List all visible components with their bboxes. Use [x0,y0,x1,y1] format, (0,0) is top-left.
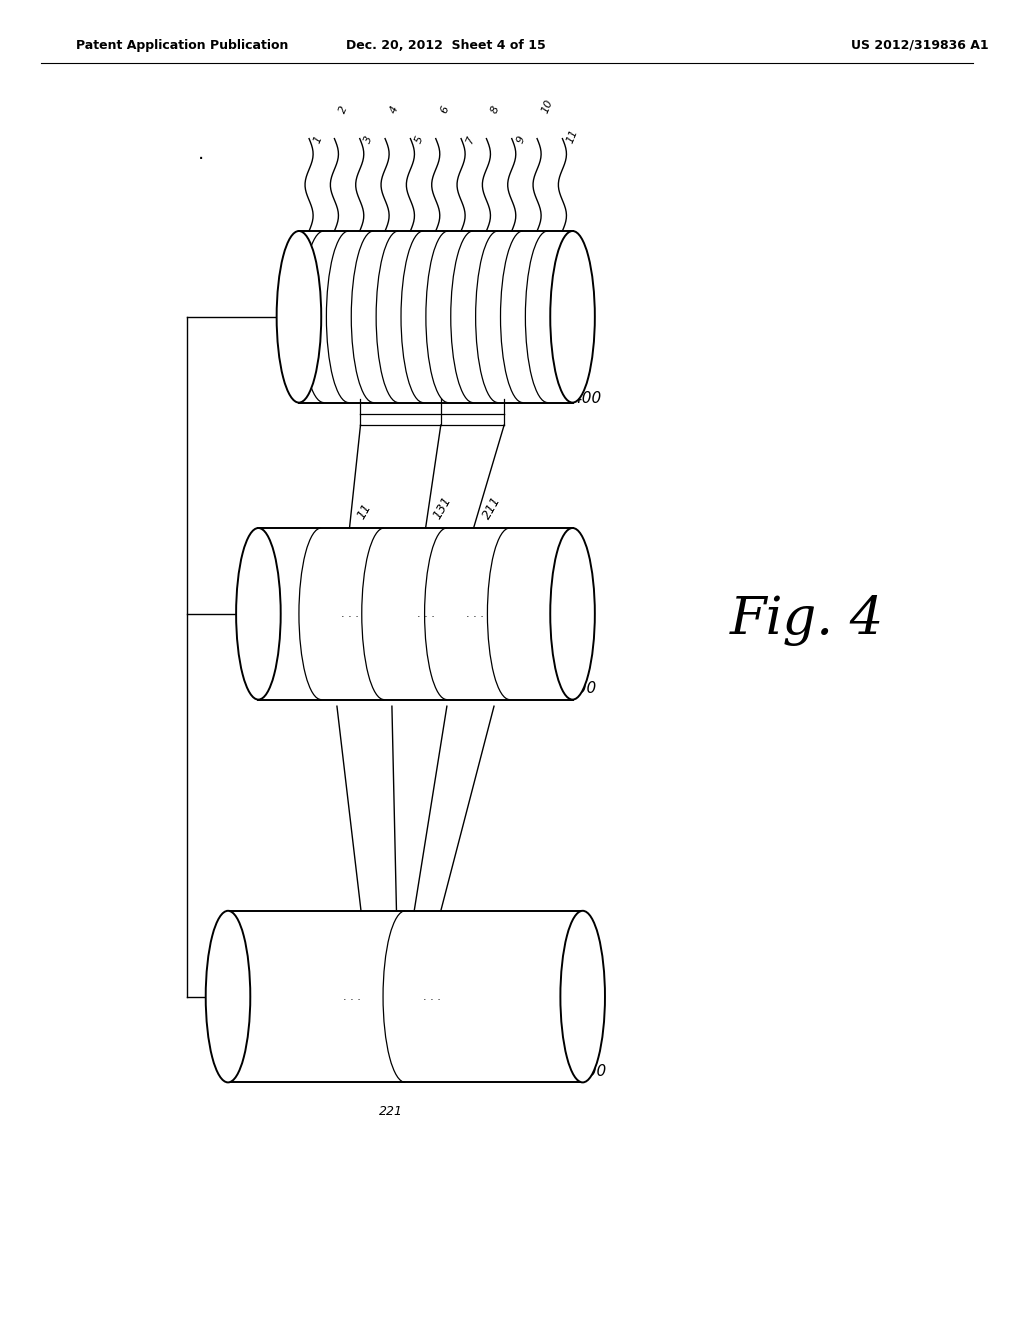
Ellipse shape [550,231,595,403]
Text: 2: 2 [338,104,349,115]
Text: . . .: . . . [466,609,484,619]
Text: 1: 1 [312,135,324,145]
Text: 5: 5 [414,135,425,145]
Text: 10: 10 [540,98,555,115]
Text: 9: 9 [515,135,526,145]
Text: 131: 131 [431,494,454,521]
Text: 211: 211 [480,494,504,521]
Text: . . .: . . . [341,609,358,619]
Text: 7: 7 [464,135,476,145]
Text: US 2012/319836 A1: US 2012/319836 A1 [851,38,989,51]
Text: . . .: . . . [423,991,441,1002]
Text: 221: 221 [379,1105,402,1118]
Text: 4: 4 [388,104,400,115]
Text: 3: 3 [362,135,375,145]
Text: . . .: . . . [417,609,434,619]
Text: . . .: . . . [343,991,361,1002]
Text: 200: 200 [578,1064,607,1078]
Ellipse shape [550,528,595,700]
Ellipse shape [206,911,250,1082]
Text: ·: · [198,150,204,169]
Text: 8: 8 [489,104,502,115]
Ellipse shape [276,231,322,403]
Text: Fig. 4: Fig. 4 [730,594,884,645]
Text: 300: 300 [567,681,597,696]
Text: Patent Application Publication: Patent Application Publication [76,38,289,51]
Text: 400: 400 [572,391,602,405]
Ellipse shape [560,911,605,1082]
Text: 11: 11 [565,128,580,145]
Text: 11: 11 [354,502,374,521]
Text: Dec. 20, 2012  Sheet 4 of 15: Dec. 20, 2012 Sheet 4 of 15 [346,38,546,51]
Ellipse shape [237,528,281,700]
Text: 6: 6 [438,104,451,115]
